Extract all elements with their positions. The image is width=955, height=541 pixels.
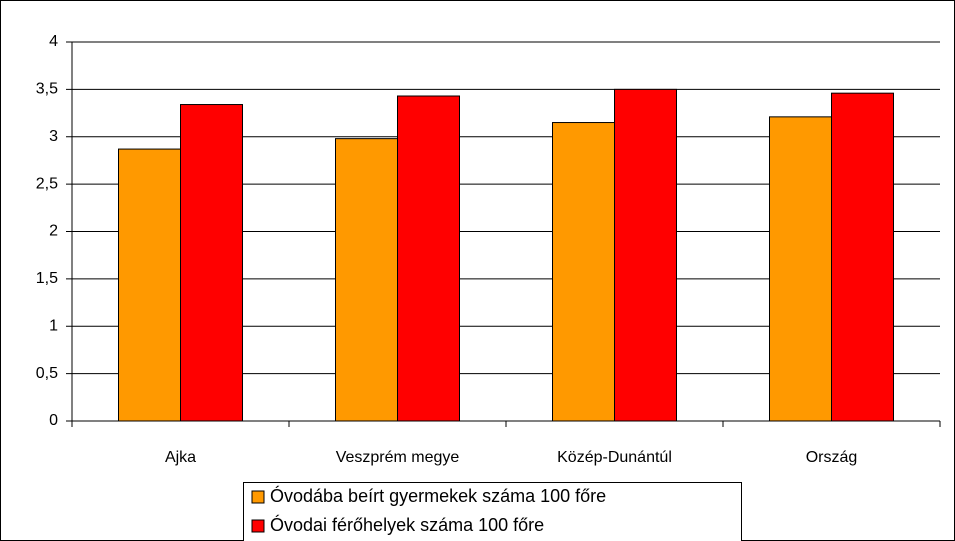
- x-tick-label: Ország: [806, 449, 858, 466]
- y-tick-label: 1: [49, 317, 58, 334]
- bar: [335, 138, 398, 422]
- y-tick-label: 3,5: [36, 81, 58, 98]
- legend-swatch: [251, 519, 265, 533]
- x-tick-label: Ajka: [165, 449, 196, 466]
- bar: [614, 88, 677, 422]
- legend-swatch: [251, 490, 265, 504]
- legend-label: Óvodai férőhelyek száma 100 főre: [270, 514, 544, 535]
- bar: [769, 116, 832, 422]
- bar: [180, 104, 243, 422]
- bar: [552, 122, 615, 422]
- legend-box: [243, 482, 742, 541]
- y-tick-label: 2,5: [36, 175, 58, 192]
- x-tick-label: Közép-Dunántúl: [557, 449, 672, 466]
- x-tick-label: Veszprém megye: [336, 449, 460, 466]
- y-tick-label: 1,5: [36, 270, 58, 287]
- y-tick-label: 3: [49, 128, 58, 145]
- y-tick-label: 2: [49, 223, 58, 240]
- y-tick-label: 4: [49, 33, 58, 50]
- legend-label: Óvodába beírt gyermekek száma 100 főre: [270, 485, 606, 506]
- bar: [118, 148, 181, 422]
- bar: [397, 95, 460, 422]
- y-tick-label: 0: [49, 412, 58, 429]
- bar: [831, 92, 894, 422]
- y-tick-label: 0,5: [36, 365, 58, 382]
